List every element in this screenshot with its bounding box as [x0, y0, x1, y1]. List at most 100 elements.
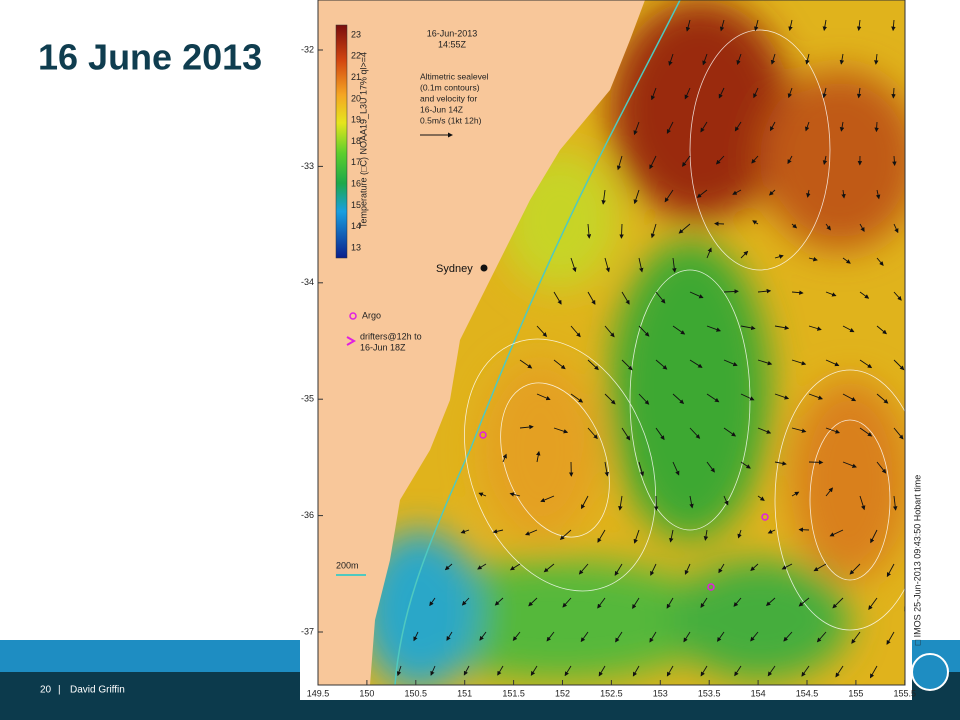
lon-label: 152 — [555, 688, 570, 698]
velocity-arrow — [723, 495, 729, 506]
argo-label: Argo — [362, 310, 381, 320]
velocity-arrow — [757, 427, 772, 434]
velocity-arrow — [672, 257, 677, 273]
velocity-arrow — [859, 223, 865, 232]
velocity-arrow — [874, 121, 879, 133]
velocity-arrow — [876, 325, 888, 335]
velocity-arrow — [616, 155, 623, 171]
colorbar-tick: 17 — [351, 157, 361, 167]
velocity-arrow — [587, 291, 596, 305]
velocity-arrow — [723, 359, 738, 367]
velocity-arrow — [678, 223, 691, 234]
velocity-arrow — [753, 87, 759, 99]
velocity-arrow — [798, 597, 810, 607]
velocity-arrow — [750, 631, 759, 642]
velocity-arrow — [791, 359, 807, 366]
velocity-arrow — [706, 325, 721, 332]
velocity-arrow — [655, 291, 666, 304]
velocity-arrow — [655, 427, 665, 441]
lon-label: 152.5 — [600, 688, 623, 698]
velocity-arrow — [621, 291, 630, 305]
legend-text: 0.5m/s (1kt 12h) — [420, 115, 482, 125]
velocity-arrow — [774, 461, 787, 466]
velocity-arrow — [859, 359, 873, 369]
velocity-arrow — [774, 325, 790, 330]
velocity-arrow — [757, 359, 773, 366]
credit: □ IMOS 25-Jun-2013 09:43:50 Hobart time — [912, 475, 922, 646]
colorbar-tick: 20 — [351, 93, 361, 103]
land — [318, 0, 645, 685]
velocity-arrow — [874, 53, 879, 65]
velocity-arrow — [893, 427, 904, 440]
velocity-arrow — [618, 495, 623, 511]
velocity-arrow — [767, 529, 776, 534]
page-number: 20 — [40, 685, 52, 696]
velocity-arrow — [842, 257, 851, 264]
velocity-arrow — [685, 19, 691, 32]
velocity-arrow — [808, 393, 823, 400]
colorbar-tick: 18 — [351, 136, 361, 146]
velocity-arrow — [479, 631, 487, 641]
velocity-arrow — [696, 189, 708, 198]
lat-label: -35 — [301, 394, 314, 404]
velocity-arrow — [767, 665, 776, 677]
velocity-arrow — [614, 563, 623, 576]
velocity-arrow — [604, 461, 610, 477]
velocity-arrow — [825, 359, 840, 367]
velocity-arrow — [787, 87, 793, 99]
velocity-arrow — [891, 19, 896, 32]
velocity-arrow — [684, 87, 691, 100]
velocity-arrow — [633, 529, 640, 544]
velocity-arrow — [703, 529, 709, 541]
velocity-arrow — [666, 665, 674, 677]
velocity-arrow — [528, 597, 538, 607]
velocity-arrow — [750, 563, 759, 572]
velocity-arrow — [859, 291, 870, 299]
velocity-arrow — [604, 257, 610, 273]
velocity-arrow — [839, 53, 845, 65]
velocity-arrow — [774, 393, 790, 400]
velocity-arrow — [689, 291, 704, 299]
velocity-arrow — [638, 393, 650, 405]
lat-label: -34 — [301, 277, 314, 287]
velocity-arrow — [621, 427, 631, 441]
velocity-arrow — [781, 563, 793, 570]
velocity-arrow — [868, 597, 878, 611]
velocity-arrow — [562, 597, 572, 608]
velocity-arrow — [536, 450, 541, 463]
velocity-arrow — [578, 563, 589, 575]
sst-field — [318, 0, 905, 685]
velocity-arrow — [649, 631, 657, 643]
velocity-arrow — [669, 529, 674, 543]
argo-float — [479, 431, 487, 439]
legend-text: Altimetric sealevel — [420, 71, 489, 81]
velocity-arrow — [805, 121, 810, 132]
author: David Griffin — [70, 685, 125, 696]
velocity-arrow — [808, 325, 822, 331]
velocity-arrow — [559, 529, 572, 540]
velocity-arrow — [681, 155, 691, 167]
drifter-label: drifters@12h to — [360, 331, 422, 341]
velocity-arrow — [893, 223, 899, 234]
velocity-arrow — [587, 427, 598, 440]
city-label: Sydney — [436, 263, 473, 275]
velocity-arrow — [581, 495, 589, 510]
lon-label: 153 — [653, 688, 668, 698]
velocity-arrow — [632, 665, 640, 677]
velocity-arrow — [519, 359, 533, 369]
velocity-arrow — [604, 393, 616, 405]
argo-legend-mark — [349, 312, 357, 320]
isobath-line — [394, 0, 681, 685]
lat-label: -33 — [301, 161, 314, 171]
velocity-arrow — [805, 53, 810, 65]
velocity-arrow — [553, 359, 566, 370]
velocity-arrow — [892, 155, 897, 167]
velocity-arrow — [716, 631, 725, 642]
sydney-dot — [480, 264, 488, 272]
velocity-arrow — [478, 492, 487, 497]
velocity-arrow — [875, 189, 881, 200]
velocity-arrow — [553, 427, 569, 434]
argo-float — [707, 583, 715, 591]
velocity-arrow — [570, 393, 584, 403]
